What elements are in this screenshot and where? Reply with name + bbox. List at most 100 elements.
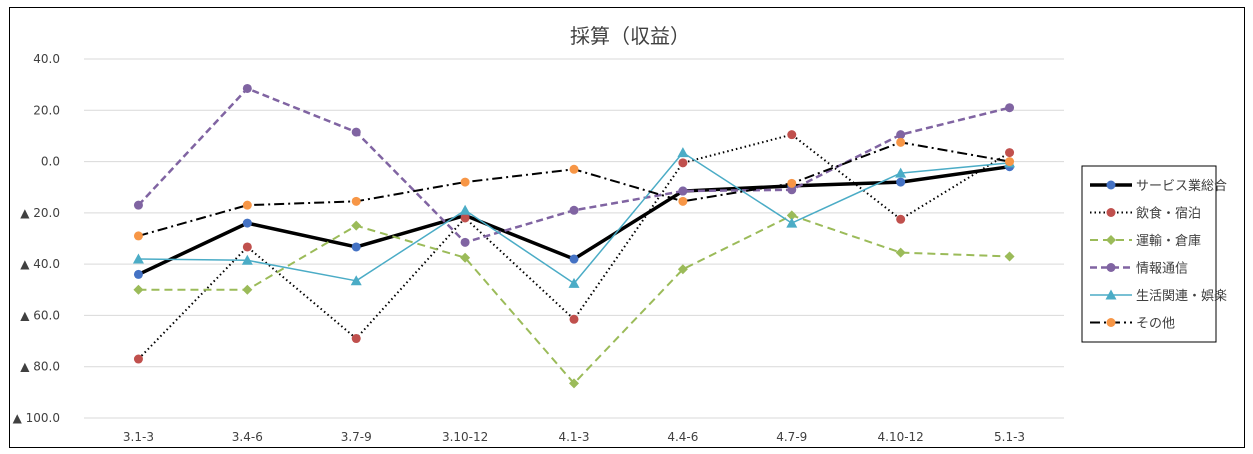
data-point [460, 213, 470, 223]
data-point [678, 186, 688, 196]
x-tick-label: 3.10-12 [442, 430, 488, 444]
legend-item: 生活関連・娯楽 [1090, 288, 1227, 304]
data-point [351, 334, 361, 344]
y-tick-label: ▲ 40.0 [20, 257, 60, 271]
data-point [350, 275, 362, 286]
y-tick-label: 40.0 [33, 52, 60, 66]
y-tick-label: ▲ 80.0 [20, 360, 60, 374]
data-point [242, 218, 252, 228]
x-tick-label: 4.1-3 [558, 430, 589, 444]
legend-item: サービス業総合 [1090, 178, 1227, 194]
data-point [896, 137, 906, 147]
x-tick-label: 3.1-3 [123, 430, 154, 444]
x-tick-label: 5.1-3 [994, 430, 1025, 444]
data-point [569, 205, 579, 215]
data-point [242, 284, 253, 295]
data-point [133, 284, 144, 295]
legend-label: 情報通信 [1136, 262, 1188, 277]
data-point [678, 158, 688, 168]
legend-marker [1105, 289, 1117, 300]
legend-label: 運輸・倉庫 [1136, 234, 1201, 249]
data-point [351, 242, 361, 252]
data-point [569, 164, 579, 174]
x-axis: 3.1-3 3.4-6 3.7-9 3.10-12 4.1-3 4.4-6 4.7-9 4.1… [123, 430, 1025, 444]
x-tick-label: 4.10-12 [878, 430, 924, 444]
data-point [896, 214, 906, 224]
y-tick-label: 20.0 [33, 103, 60, 117]
legend-label: 生活関連・娯楽 [1136, 288, 1227, 304]
data-point [895, 247, 906, 258]
x-tick-label: 4.4-6 [667, 430, 698, 444]
legend-marker [1106, 318, 1116, 327]
y-axis: 40.0 20.0 0.0 ▲ 20.0 ▲ 40.0 ▲ 60.0 ▲ 80.0 ▲ 100… [13, 52, 60, 425]
x-tick-label: 3.4-6 [232, 430, 263, 444]
legend-marker [1106, 180, 1116, 190]
series-6 [133, 137, 1015, 241]
data-point [133, 231, 143, 241]
gridlines [84, 58, 1064, 419]
y-tick-label: 0.0 [41, 155, 60, 169]
data-point [1005, 103, 1015, 113]
legend-marker [1106, 235, 1116, 245]
data-point [677, 264, 688, 275]
data-point [242, 83, 252, 93]
data-point [678, 196, 688, 206]
data-point [242, 200, 252, 210]
data-point [1004, 251, 1015, 262]
data-point [351, 220, 362, 231]
x-tick-label: 4.7-9 [776, 430, 807, 444]
y-tick-label: ▲ 60.0 [20, 308, 60, 322]
legend-marker [1106, 208, 1116, 217]
series-line [137, 133, 1011, 360]
data-point [351, 127, 361, 137]
y-tick-label: ▲ 100.0 [13, 411, 60, 425]
legend-item: 運輸・倉庫 [1090, 234, 1201, 249]
series-3 [133, 210, 1015, 389]
data-point [459, 204, 471, 215]
legend-item: 情報通信 [1090, 262, 1188, 277]
data-point [895, 167, 907, 178]
series-group [132, 83, 1016, 389]
data-point [1005, 148, 1015, 158]
legend-item: 飲食・宿泊 [1090, 206, 1201, 222]
data-point [460, 177, 470, 187]
legend-marker [1106, 263, 1116, 272]
data-point [1005, 157, 1015, 167]
data-point [351, 196, 361, 206]
series-line [138, 214, 1010, 385]
legend-label: 飲食・宿泊 [1136, 206, 1201, 222]
data-point [133, 200, 143, 210]
data-point [896, 130, 906, 140]
legend-label: サービス業総合 [1136, 178, 1227, 194]
data-point [569, 314, 579, 324]
series-2 [133, 130, 1015, 364]
chart-title: 採算（収益） [570, 24, 690, 48]
y-tick-label: ▲ 20.0 [20, 206, 60, 220]
data-point [460, 252, 471, 263]
series-4 [133, 83, 1015, 247]
data-point [133, 269, 143, 279]
legend-item: その他 [1090, 317, 1175, 332]
data-point [132, 253, 144, 264]
data-point [787, 130, 797, 140]
legend-box [1081, 165, 1217, 343]
x-tick-label: 3.7-9 [341, 430, 372, 444]
series-line [138, 141, 1010, 237]
data-point [569, 378, 579, 389]
data-point [242, 242, 252, 252]
data-point [569, 254, 579, 264]
data-point [568, 277, 580, 288]
data-point [786, 210, 797, 221]
data-point [241, 254, 253, 265]
data-point [787, 178, 797, 188]
data-point [133, 354, 143, 364]
data-point [787, 185, 797, 195]
legend-label: その他 [1136, 317, 1175, 332]
data-point [786, 217, 798, 228]
data-point [896, 177, 906, 187]
series-5 [132, 147, 1016, 288]
data-point [677, 147, 689, 158]
data-point [460, 237, 470, 247]
